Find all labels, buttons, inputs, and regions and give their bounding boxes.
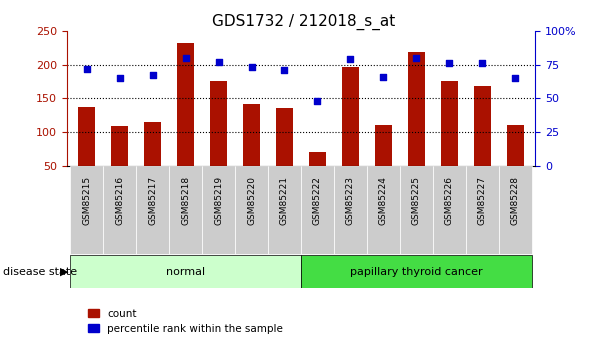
Point xyxy=(345,57,355,62)
FancyBboxPatch shape xyxy=(136,166,169,254)
Point xyxy=(444,61,454,66)
Bar xyxy=(210,81,227,166)
Point xyxy=(280,67,289,73)
FancyBboxPatch shape xyxy=(103,166,136,254)
FancyBboxPatch shape xyxy=(235,166,268,254)
Bar xyxy=(474,86,491,166)
Text: GSM85221: GSM85221 xyxy=(280,176,289,225)
Point xyxy=(115,75,125,81)
Text: normal: normal xyxy=(166,267,205,277)
Point xyxy=(148,73,157,78)
FancyBboxPatch shape xyxy=(466,166,499,254)
Bar xyxy=(342,67,359,166)
Text: GSM85217: GSM85217 xyxy=(148,176,157,225)
Text: GSM85222: GSM85222 xyxy=(313,176,322,225)
Bar xyxy=(507,125,523,166)
Bar xyxy=(111,126,128,166)
Text: GSM85226: GSM85226 xyxy=(445,176,454,225)
FancyBboxPatch shape xyxy=(301,166,334,254)
Text: GSM85218: GSM85218 xyxy=(181,176,190,225)
Legend: count, percentile rank within the sample: count, percentile rank within the sample xyxy=(85,305,287,338)
Bar xyxy=(78,107,95,166)
Point xyxy=(181,55,190,61)
Text: GSM85223: GSM85223 xyxy=(346,176,355,225)
Text: papillary thyroid cancer: papillary thyroid cancer xyxy=(350,267,483,277)
Text: GSM85220: GSM85220 xyxy=(247,176,256,225)
FancyBboxPatch shape xyxy=(301,255,532,288)
Bar xyxy=(441,81,458,166)
FancyBboxPatch shape xyxy=(202,166,235,254)
FancyBboxPatch shape xyxy=(367,166,400,254)
Text: GDS1732 / 212018_s_at: GDS1732 / 212018_s_at xyxy=(212,14,396,30)
Point xyxy=(82,66,92,71)
Bar xyxy=(243,104,260,166)
Text: GSM85219: GSM85219 xyxy=(214,176,223,225)
Point xyxy=(510,75,520,81)
Point xyxy=(247,65,257,70)
Bar xyxy=(178,43,194,166)
Bar xyxy=(144,122,161,166)
Text: GSM85225: GSM85225 xyxy=(412,176,421,225)
FancyBboxPatch shape xyxy=(268,166,301,254)
Point xyxy=(213,59,223,65)
FancyBboxPatch shape xyxy=(499,166,532,254)
Bar xyxy=(276,108,292,166)
Text: GSM85215: GSM85215 xyxy=(82,176,91,225)
FancyBboxPatch shape xyxy=(334,166,367,254)
FancyBboxPatch shape xyxy=(433,166,466,254)
Point xyxy=(477,61,487,66)
Text: GSM85224: GSM85224 xyxy=(379,176,388,225)
Text: disease state: disease state xyxy=(3,267,77,277)
Point xyxy=(379,74,389,80)
Point xyxy=(412,55,421,61)
FancyBboxPatch shape xyxy=(400,166,433,254)
FancyBboxPatch shape xyxy=(169,166,202,254)
Text: GSM85228: GSM85228 xyxy=(511,176,520,225)
FancyBboxPatch shape xyxy=(70,166,103,254)
Bar xyxy=(375,125,392,166)
Text: GSM85216: GSM85216 xyxy=(115,176,124,225)
Bar xyxy=(309,152,326,166)
Bar xyxy=(408,52,424,166)
Text: GSM85227: GSM85227 xyxy=(478,176,487,225)
Text: ▶: ▶ xyxy=(60,267,68,277)
FancyBboxPatch shape xyxy=(70,255,301,288)
Point xyxy=(313,98,322,104)
